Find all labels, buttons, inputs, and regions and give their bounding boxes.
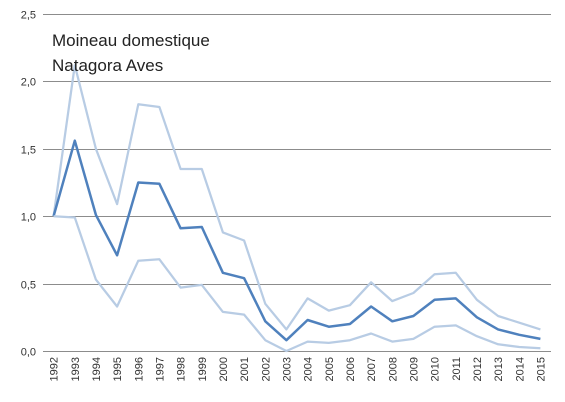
series-line-upper-bound bbox=[52, 64, 541, 331]
x-tick-label: 2010 bbox=[430, 357, 442, 381]
x-tick-label: 2006 bbox=[345, 357, 357, 381]
y-tick-label: 1,0 bbox=[21, 212, 36, 224]
y-axis-ticks: 0,0 0,5 1,0 1,5 2,0 2,5 bbox=[21, 10, 36, 359]
x-axis-ticks: 1992 1993 1994 1995 1996 1997 1998 1999 2000 2001… bbox=[49, 357, 548, 381]
x-tick-label: 2015 bbox=[535, 357, 547, 381]
series-lines bbox=[52, 64, 541, 353]
x-tick-label: 2007 bbox=[366, 357, 378, 381]
x-tick-label: 2013 bbox=[493, 357, 505, 381]
y-tick-label: 2,0 bbox=[21, 77, 36, 89]
y-tick-label: 0,0 bbox=[21, 347, 36, 359]
x-tick-label: 2008 bbox=[387, 357, 399, 381]
x-tick-label: 2002 bbox=[260, 357, 272, 381]
x-tick-label: 2004 bbox=[303, 357, 315, 381]
x-tick-label: 1998 bbox=[176, 357, 188, 381]
x-tick-label: 1995 bbox=[112, 357, 124, 381]
x-tick-label: 1997 bbox=[154, 357, 166, 381]
x-tick-label: 2000 bbox=[218, 357, 230, 381]
y-tick-label: 2,5 bbox=[21, 10, 36, 22]
x-tick-label: 2005 bbox=[324, 357, 336, 381]
x-tick-label: 1996 bbox=[133, 357, 145, 381]
y-tick-label: 1,5 bbox=[21, 145, 36, 157]
x-tick-label: 1999 bbox=[197, 357, 209, 381]
x-tick-label: 2014 bbox=[514, 357, 526, 381]
x-tick-label: 1992 bbox=[49, 357, 61, 381]
series-line-lower-bound bbox=[53, 215, 541, 353]
x-tick-label: 2001 bbox=[239, 357, 251, 381]
y-tick-label: 0,5 bbox=[21, 280, 36, 292]
title-line-2: Natagora Aves bbox=[52, 56, 163, 75]
x-tick-label: 2003 bbox=[281, 357, 293, 381]
x-tick-label: 2011 bbox=[451, 357, 463, 381]
x-tick-label: 2012 bbox=[472, 357, 484, 381]
title-line-1: Moineau domestique bbox=[52, 31, 210, 50]
x-tick-label: 2009 bbox=[408, 357, 420, 381]
x-tick-label: 1994 bbox=[91, 357, 103, 381]
chart-title: Moineau domestique Natagora Aves bbox=[52, 31, 210, 75]
x-tick-label: 1993 bbox=[70, 357, 82, 381]
series-line-index bbox=[52, 139, 541, 342]
